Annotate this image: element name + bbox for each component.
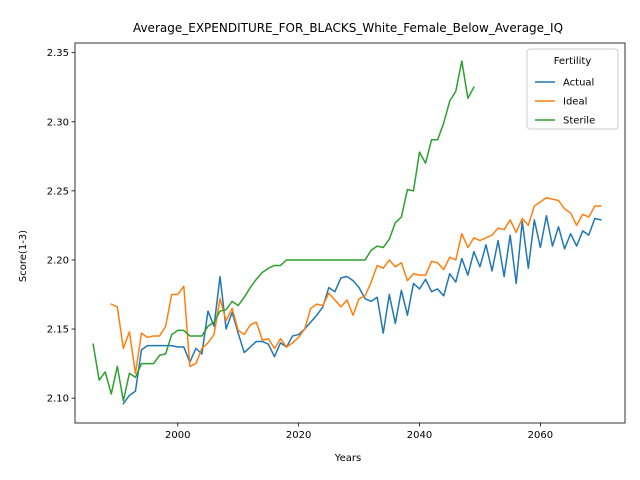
chart-title: Average_EXPENDITURE_FOR_BLACKS_White_Fem… — [133, 21, 563, 35]
legend-label-ideal: Ideal — [563, 97, 587, 108]
legend: Fertility Actual Ideal Sterile — [527, 49, 618, 129]
y-tick-label: 2.25 — [47, 186, 69, 197]
y-tick-label: 2.20 — [47, 255, 69, 266]
y-tick-label: 2.30 — [47, 117, 69, 128]
y-tick-label: 2.15 — [47, 325, 69, 336]
legend-label-sterile: Sterile — [563, 116, 595, 127]
legend-title: Fertility — [554, 56, 592, 67]
x-tick-label: 2060 — [528, 430, 553, 441]
y-tick-label: 2.35 — [47, 48, 69, 59]
x-tick-label: 2020 — [286, 430, 311, 441]
x-tick-label: 2000 — [165, 430, 190, 441]
y-axis-label: Score(1-3) — [18, 230, 29, 282]
legend-label-actual: Actual — [563, 78, 594, 89]
x-axis-label: Years — [334, 453, 361, 464]
x-tick-label: 2040 — [407, 430, 432, 441]
y-tick-label: 2.10 — [47, 394, 69, 405]
